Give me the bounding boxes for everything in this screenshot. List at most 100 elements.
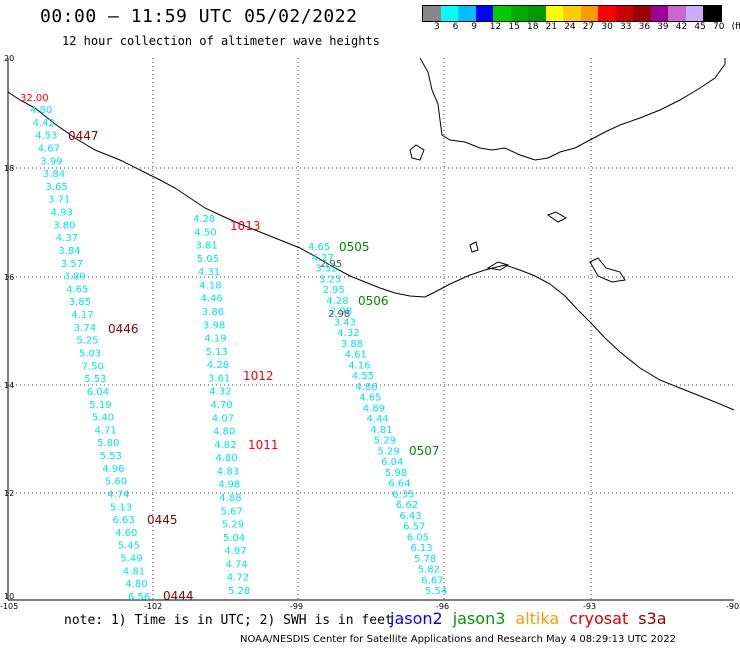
satellite-legend: jason2 jason3 altika cryosat s3a [390,609,677,628]
wave-height-reading: 3.89 [64,272,86,283]
wave-height-reading: 4.28 [193,214,215,225]
legend-label: 18 [527,22,539,32]
map-frame [7,58,734,601]
wave-height-reading: 5.53 [84,374,106,385]
wave-height-reading: 4.82 [214,440,236,451]
wave-height-reading: 5.67 [221,506,243,517]
wave-height-reading: 6.57 [403,522,425,533]
legend-label: 39 [657,22,669,32]
legend-label: 24 [564,22,576,32]
wave-height-reading: 3.61 [208,373,230,384]
wave-height-reading: 5.19 [89,400,111,411]
wave-height-reading: 4.60 [115,528,137,539]
wave-height-reading: 6.63 [113,515,135,526]
wave-height-reading: 4.16 [348,360,370,371]
wave-height-reading: 4.18 [199,280,221,291]
wave-height-reading: 5.98 [385,468,407,479]
wave-height-reading: 3.84 [58,246,80,257]
gray-reading: 2.98 [328,309,350,320]
legend-swatch [545,6,563,21]
pass-time-label: 0444 [163,589,194,603]
wave-height-reading: 3.80 [53,220,75,231]
wave-height-reading: 4.65 [308,242,330,253]
legend-swatch [598,6,616,21]
wave-height-reading: 4.81 [370,425,392,436]
pass-time-label: 0507 [409,444,440,458]
wave-height-reading: 4.74 [107,490,129,501]
lon-label: -102 [144,602,162,610]
units-note: note: 1) Time is in UTC; 2) SWH is in fe… [64,613,393,628]
wave-height-reading: 4.67 [38,143,60,154]
wave-height-reading: 5.54 [425,586,447,597]
wave-height-reading: 4.98 [218,480,240,491]
wave-height-reading: 6.56 [128,592,150,603]
wave-height-reading: 4.07 [212,413,234,424]
pass-time-label: 1013 [230,219,261,233]
lat-label: 16 [4,273,14,282]
wave-height-reading: 6.67 [421,575,443,586]
satellite-name: jason3 [452,609,506,628]
wave-height-map: 20 18 16 14 12 10 -105 -102 -99 -96 -93 … [0,54,739,610]
lat-label: 18 [4,164,14,173]
wave-height-reading: 5.25 [76,336,98,347]
legend-swatch [703,6,721,21]
wave-height-reading: 4.65 [359,393,381,404]
wave-height-reading: 4.42 [33,118,55,129]
map-title: 00:00 – 11:59 UTC 05/02/2022 [40,6,358,27]
wave-height-reading: 5.60 [105,477,127,488]
wave-height-reading: 5.82 [418,565,440,576]
wave-height-reading: 5.45 [118,541,140,552]
legend-swatch [580,6,598,21]
wave-height-reading: 4.31 [198,267,220,278]
color-scale-legend [422,5,722,22]
wave-height-reading: 4.80 [30,105,52,116]
wave-height-reading: 3.84 [43,169,65,180]
lat-label: 10 [4,592,14,601]
wave-height-reading: 3.99 [40,156,62,167]
legend-label: 27 [582,22,595,32]
wave-height-reading: 4.46 [201,294,223,305]
pass-time-label: 0445 [147,513,178,527]
wave-height-reading: 4.71 [95,425,117,436]
wave-height-reading: 4.86 [356,382,378,393]
legend-swatch [563,6,581,21]
wave-height-reading: 4.32 [209,387,231,398]
lon-axis-labels: -105 -102 -99 -96 -93 -90 [0,602,739,610]
wave-height-reading: 3.88 [341,339,363,350]
legend-swatch [510,6,528,21]
lat-label: 20 [4,54,14,63]
legend-swatch [423,6,441,21]
pass-time-label: 0447 [68,129,99,143]
pass-time-label: 0506 [358,294,389,308]
wave-height-reading: 5.80 [97,438,119,449]
wave-height-reading: 2.95 [323,285,345,296]
wave-height-reading: 4.80 [125,579,147,590]
wave-height-reading: 4.80 [213,427,235,438]
wave-height-reading: 5.78 [414,554,436,565]
wave-height-reading: 4.65 [66,284,88,295]
wave-height-reading: 3.65 [46,182,68,193]
wave-height-reading: 3.52 [315,264,337,275]
wave-height-reading: 6.35 [392,489,414,500]
wave-height-reading: 3.81 [196,241,218,252]
lat-label: 14 [4,381,14,390]
wave-height-reading: 5.29 [374,436,396,447]
wave-height-reading: 4.19 [204,334,226,345]
wave-height-reading: 4.61 [345,350,367,361]
legend-swatch [633,6,651,21]
wave-height-reading: 3.71 [48,195,70,206]
wave-height-reading: 7.50 [82,361,104,372]
wave-height-reading: 4.37 [56,233,78,244]
pass-time-label: 0505 [339,240,370,254]
gray-reading: 2.95 [320,259,342,270]
wave-height-reading: 5.04 [223,533,245,544]
wave-height-reading: 4.32 [337,328,359,339]
wave-height-reading: 4.83 [217,466,239,477]
legend-swatch [493,6,511,21]
wave-height-reading: 6.04 [87,387,109,398]
pass-time-label: 1011 [248,438,279,452]
wave-height-reading: 5.29 [378,446,400,457]
lon-label: -90 [726,602,739,610]
legend-label: (ft) [731,22,740,32]
